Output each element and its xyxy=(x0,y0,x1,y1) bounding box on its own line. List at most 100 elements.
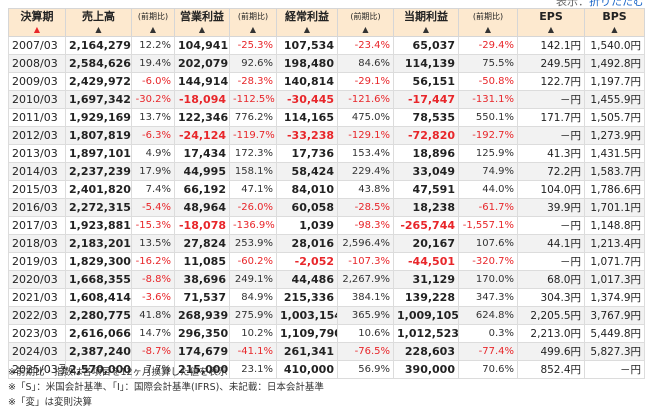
cell-ord_pct: 229.4% xyxy=(337,162,394,181)
column-header-label: BPS xyxy=(602,9,627,23)
column-header-op_pct[interactable]: (前期比) ▲ xyxy=(229,8,277,37)
cell-ord: -2,052 xyxy=(276,252,338,271)
cell-eps: 499.6円 xyxy=(517,342,585,361)
table-row: 2015/03 2,401,820 7.4% 66,192 47.1% 84,010 43.… xyxy=(8,180,645,199)
cell-ord_pct: -121.6% xyxy=(337,90,394,109)
cell-net: 114,139 xyxy=(393,54,459,73)
cell-ord_pct: -28.5% xyxy=(337,198,394,217)
cell-sales: 2,429,972 xyxy=(65,72,132,91)
column-header-ord[interactable]: 経常利益 ▲ xyxy=(276,8,338,37)
sort-arrow-icon[interactable]: ▲ xyxy=(303,24,311,34)
cell-year: 2015/03 xyxy=(8,180,66,199)
cell-op: 215,000 xyxy=(174,360,230,379)
sort-arrow-icon[interactable]: ▲ xyxy=(611,24,618,34)
cell-op: 11,085 xyxy=(174,252,230,271)
column-header-label: (前期比) xyxy=(137,11,169,21)
cell-year: 2016/03 xyxy=(8,198,66,217)
table-row: 2016/03 2,272,315 -5.4% 48,964 -26.0% 60,058-… xyxy=(8,198,645,217)
sort-arrow-icon[interactable]: ▲ xyxy=(198,24,206,34)
footnotes: ※前期比・指数は各項目を12ヶ月換算した値を表示 ※「S」：米国会計基準、「I」… xyxy=(8,365,324,410)
cell-bps: 1,374.9円 xyxy=(584,288,645,307)
cell-bps: 3,767.9円 xyxy=(584,306,645,325)
column-header-net[interactable]: 当期利益 ▲ xyxy=(393,8,459,37)
cell-eps: 852.4円 xyxy=(517,360,585,379)
cell-op_pct: -25.3% xyxy=(229,36,277,55)
cell-eps: 41.3円 xyxy=(517,144,585,163)
column-header-label: (前期比) xyxy=(350,11,381,21)
cell-net_pct: 125.9% xyxy=(458,144,518,163)
cell-ord: 17,736 xyxy=(276,144,338,163)
sort-arrow-icon[interactable]: ▲ xyxy=(149,24,157,34)
cell-op: 17,434 xyxy=(174,144,230,163)
cell-op: 268,939 xyxy=(174,306,230,325)
sort-arrow-icon[interactable]: ▲ xyxy=(249,24,257,34)
cell-op_pct: -28.3% xyxy=(229,72,277,91)
cell-net_pct: 550.1% xyxy=(458,108,518,127)
cell-sales: 2,280,775 xyxy=(65,306,132,325)
cell-sales: 1,897,101 xyxy=(65,144,132,163)
cell-net_pct: 75.5% xyxy=(458,54,518,73)
cell-net: 139,228 xyxy=(393,288,459,307)
cell-op_pct: 158.1% xyxy=(229,162,277,181)
cell-op_pct: -41.1% xyxy=(229,342,277,361)
cell-sales: 2,616,066 xyxy=(65,324,132,343)
column-header-label: 当期利益 xyxy=(404,9,448,23)
sort-arrow-icon[interactable]: ▲ xyxy=(547,24,555,34)
column-header-op[interactable]: 営業利益 ▲ xyxy=(174,8,230,37)
cell-bps: －円 xyxy=(584,360,645,379)
cell-sales_pct: 13.7% xyxy=(131,108,175,127)
table-row: 2013/03 1,897,101 4.9% 17,434 172.3% 17,736 15… xyxy=(8,144,645,163)
cell-eps: 249.5円 xyxy=(517,54,585,73)
cell-op: 202,079 xyxy=(174,54,230,73)
column-header-label: EPS xyxy=(539,9,563,23)
cell-year: 2022/03 xyxy=(8,306,66,325)
cell-ord_pct: 153.4% xyxy=(337,144,394,163)
sort-arrow-icon[interactable]: ▲ xyxy=(362,24,369,34)
cell-bps: 1,583.7円 xyxy=(584,162,645,181)
table-row: 2023/03 2,616,066 14.7% 296,350 10.2% 1,109,7… xyxy=(8,324,645,343)
cell-net: 20,167 xyxy=(393,234,459,253)
cell-net: 33,049 xyxy=(393,162,459,181)
cell-bps: 1,492.8円 xyxy=(584,54,645,73)
column-header-label: 営業利益 xyxy=(180,9,224,23)
cell-net: -17,447 xyxy=(393,90,459,109)
cell-op: -18,094 xyxy=(174,90,230,109)
cell-ord_pct: 56.9% xyxy=(337,360,394,379)
sort-arrow-icon[interactable]: ▲ xyxy=(33,24,41,34)
cell-ord_pct: 84.6% xyxy=(337,54,394,73)
column-header-year[interactable]: 決算期 ▲ xyxy=(8,8,66,37)
cell-bps: 1,786.6円 xyxy=(584,180,645,199)
cell-sales_pct: -8.8% xyxy=(131,270,175,289)
sort-arrow-icon[interactable]: ▲ xyxy=(484,24,492,34)
cell-op_pct: 10.2% xyxy=(229,324,277,343)
cell-net: 18,238 xyxy=(393,198,459,217)
table-row: 2024/03 2,387,240 -8.7% 174,679 -41.1% 261,34… xyxy=(8,342,645,361)
column-header-sales_pct[interactable]: (前期比) ▲ xyxy=(131,8,175,37)
column-header-ord_pct[interactable]: (前期比) ▲ xyxy=(337,8,394,37)
table-row: 2008/03 2,584,626 19.4% 202,079 92.6% 198,480… xyxy=(8,54,645,73)
cell-ord_pct: 475.0% xyxy=(337,108,394,127)
column-header-sales[interactable]: 売上高 ▲ xyxy=(65,8,132,37)
cell-sales_pct: 13.5% xyxy=(131,234,175,253)
cell-net_pct: -29.4% xyxy=(458,36,518,55)
cell-net_pct: 170.0% xyxy=(458,270,518,289)
cell-eps: －円 xyxy=(517,126,585,145)
cell-net_pct: -131.1% xyxy=(458,90,518,109)
collapse-link[interactable]: 折りたたむ xyxy=(589,0,644,8)
sort-arrow-icon[interactable]: ▲ xyxy=(95,24,102,34)
cell-year: 2020/03 xyxy=(8,270,66,289)
column-header-eps[interactable]: EPS ▲ xyxy=(517,8,585,37)
cell-year: 2021/03 xyxy=(8,288,66,307)
cell-op: -24,124 xyxy=(174,126,230,145)
cell-op_pct: -119.7% xyxy=(229,126,277,145)
cell-sales: 1,829,300 xyxy=(65,252,132,271)
column-header-net_pct[interactable]: (前期比) ▲ xyxy=(458,8,518,37)
sort-arrow-icon[interactable]: ▲ xyxy=(422,24,430,34)
cell-year: 2008/03 xyxy=(8,54,66,73)
footnote-accounting-standard: ※「S」：米国会計基準、「I」：国際会計基準(IFRS)、未記載：日本会計基準 xyxy=(8,382,324,393)
table-row: 2007/03 2,164,279 12.2% 104,941 -25.3% 107,53… xyxy=(8,36,645,55)
column-header-bps[interactable]: BPS ▲ xyxy=(584,8,645,37)
cell-ord: 107,534 xyxy=(276,36,338,55)
footnote-irregular-period: ※「変」は変則決算 xyxy=(8,397,92,408)
